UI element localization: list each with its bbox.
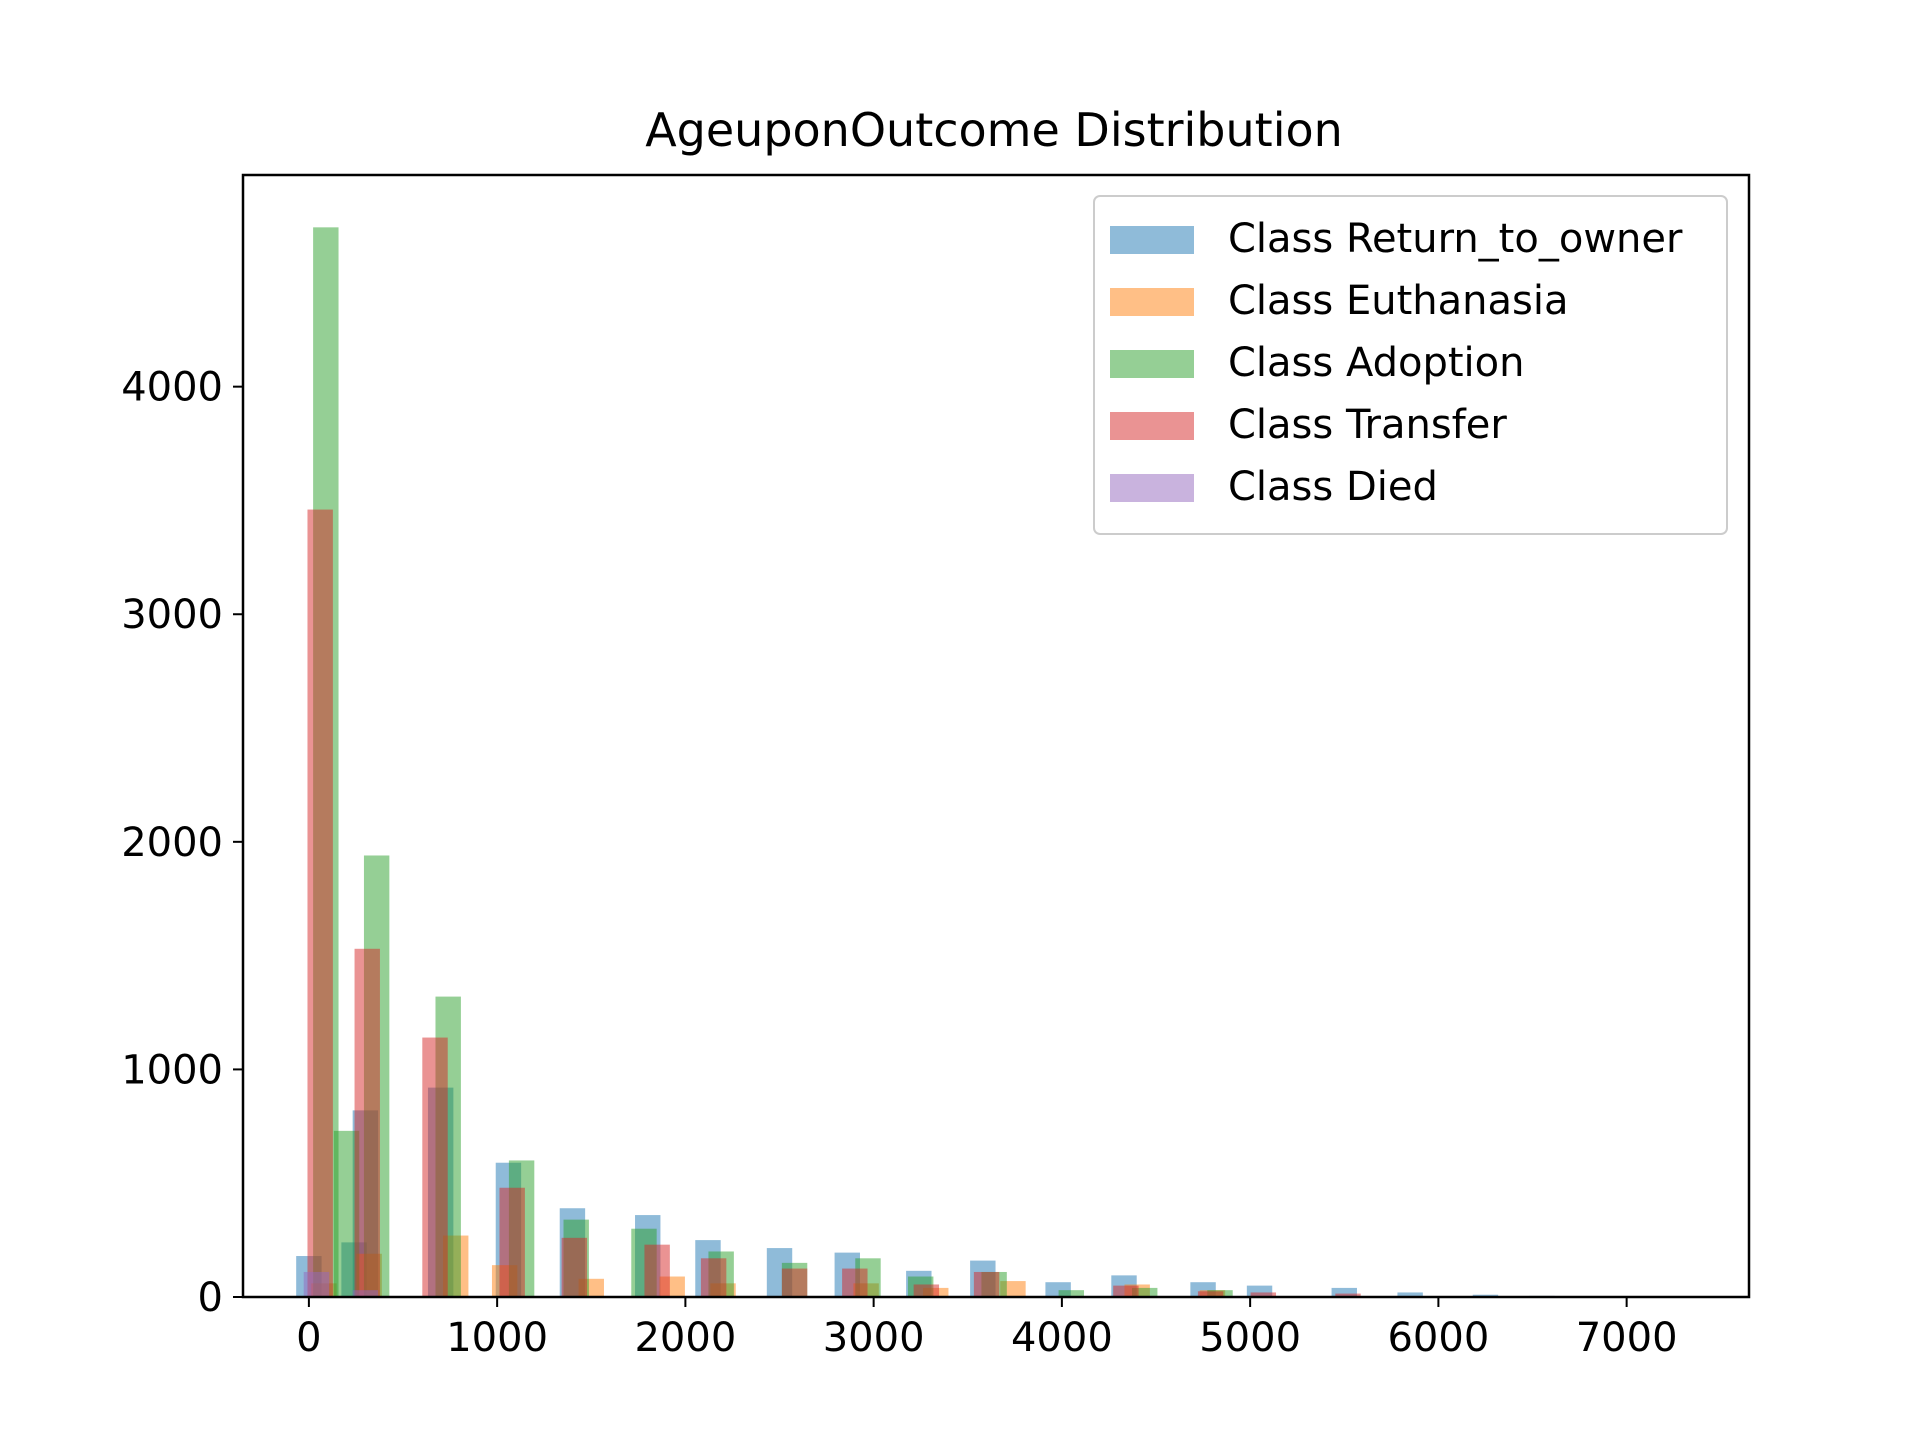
bar-series-0-16	[1331, 1287, 1357, 1297]
bar-series-3-12	[1197, 1291, 1224, 1297]
legend-label-2: Class Adoption	[1228, 340, 1524, 386]
y-tick-label-1: 1000	[121, 1047, 223, 1093]
bar-series-3-9	[913, 1284, 940, 1297]
bar-series-3-4	[561, 1237, 588, 1297]
legend-label-1: Class Euthanasia	[1228, 278, 1568, 324]
y-tick-label-0: 0	[198, 1275, 223, 1321]
x-tick-label-0: 0	[296, 1315, 321, 1361]
legend-label-4: Class Died	[1228, 464, 1438, 510]
legend-box	[1093, 195, 1728, 535]
legend-label-3: Class Transfer	[1228, 402, 1507, 448]
x-tick-label-2: 2000	[634, 1315, 736, 1361]
bar-series-3-7	[781, 1268, 808, 1297]
x-tick-label-5: 5000	[1199, 1315, 1301, 1361]
chart-title: AgeuponOutcome Distribution	[645, 103, 1343, 157]
plot-frame	[241, 173, 1751, 1299]
bar-series-3-0	[307, 509, 333, 1297]
bar-series-3-13	[1250, 1292, 1277, 1297]
bar-series-3-1	[354, 948, 380, 1297]
bar-series-4-0	[303, 1271, 330, 1297]
y-tick-label-4: 4000	[121, 365, 223, 411]
bar-series-3-8	[842, 1268, 868, 1297]
bar-series-3-11	[1113, 1285, 1139, 1297]
bar-series-3-14	[1335, 1293, 1361, 1297]
x-tick-label-6: 6000	[1387, 1315, 1489, 1361]
bar-series-3-10	[973, 1271, 1000, 1297]
y-tick-label-2: 2000	[121, 820, 223, 866]
bar-series-0-17	[1397, 1292, 1423, 1297]
bar-series-3-5	[644, 1244, 670, 1297]
legend-label-0: Class Return_to_owner	[1228, 216, 1683, 262]
bar-series-2-13	[1132, 1287, 1158, 1297]
x-tick-label-3: 3000	[823, 1315, 925, 1361]
bar-series-0-15	[1246, 1285, 1273, 1297]
bar-series-3-6	[700, 1258, 727, 1297]
bar-series-2-12	[1058, 1290, 1084, 1297]
x-tick-label-7: 7000	[1576, 1315, 1678, 1361]
x-axis: 0 1000 2000 3000 4000 5000 6000 7000	[296, 1297, 1678, 1361]
legend-swatch-0	[1110, 226, 1194, 254]
bars-group	[296, 227, 1555, 1298]
legend-swatch-1	[1110, 288, 1194, 316]
x-tick-label-1: 1000	[446, 1315, 548, 1361]
bar-series-3-3	[499, 1187, 525, 1297]
bar-series-4-1	[352, 1290, 379, 1297]
legend-swatch-4	[1110, 474, 1194, 502]
legend-swatch-3	[1110, 412, 1194, 440]
y-axis: 0 1000 2000 3000 4000	[121, 365, 243, 1321]
bar-series-3-2	[422, 1037, 448, 1297]
legend: Class Return_to_owner Class Euthanasia Cla…	[1093, 195, 1728, 535]
y-tick-label-3: 3000	[121, 592, 223, 638]
legend-swatch-2	[1110, 350, 1194, 378]
x-tick-label-4: 4000	[1011, 1315, 1113, 1361]
